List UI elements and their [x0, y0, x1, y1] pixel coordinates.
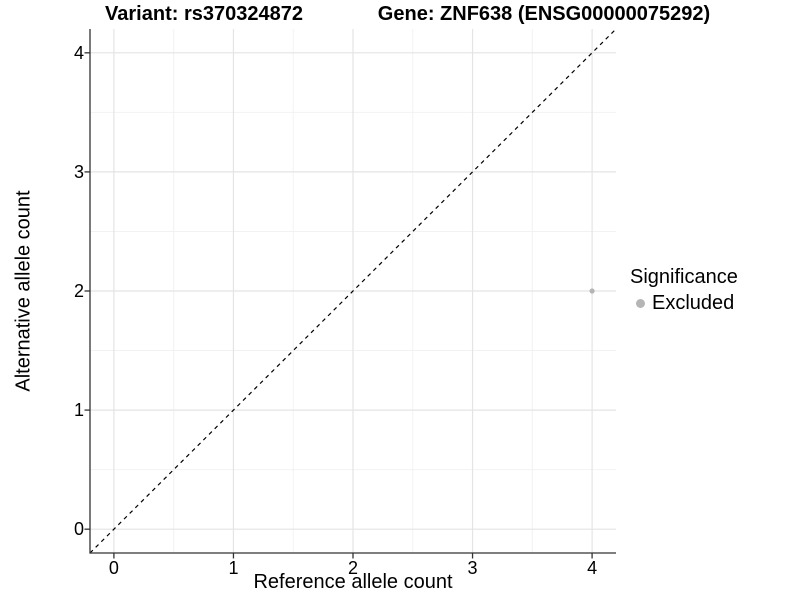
x-tick-label: 4 — [587, 558, 598, 578]
legend-label: Excluded — [652, 292, 735, 314]
y-tick-label: 4 — [73, 42, 84, 63]
plot-title-variant: Variant: rs370324872 — [105, 3, 303, 25]
x-tick-label: 3 — [467, 558, 478, 578]
plot-title-gene: Gene: ZNF638 (ENSG00000075292) — [377, 3, 711, 25]
y-tick-label: 2 — [73, 281, 84, 301]
x-tick-label: 2 — [347, 558, 358, 578]
legend-entries: Excluded — [630, 292, 738, 315]
identity-dashed-line — [89, 28, 617, 554]
legend-entry: Excluded — [630, 292, 738, 315]
x-axis-title: Reference allele count — [253, 571, 453, 593]
y-tick-label: 3 — [73, 161, 84, 182]
legend: Significance Excluded — [630, 266, 738, 315]
y-tick-label: 0 — [73, 519, 84, 540]
legend-title: Significance — [630, 266, 738, 288]
x-tick-label: 0 — [108, 558, 119, 578]
y-axis-title: Alternative allele count — [12, 190, 35, 392]
y-tick-label: 1 — [73, 400, 84, 421]
data-point-excluded — [589, 288, 595, 294]
legend-key-dot-icon — [636, 299, 645, 308]
x-tick-label: 1 — [228, 558, 239, 578]
